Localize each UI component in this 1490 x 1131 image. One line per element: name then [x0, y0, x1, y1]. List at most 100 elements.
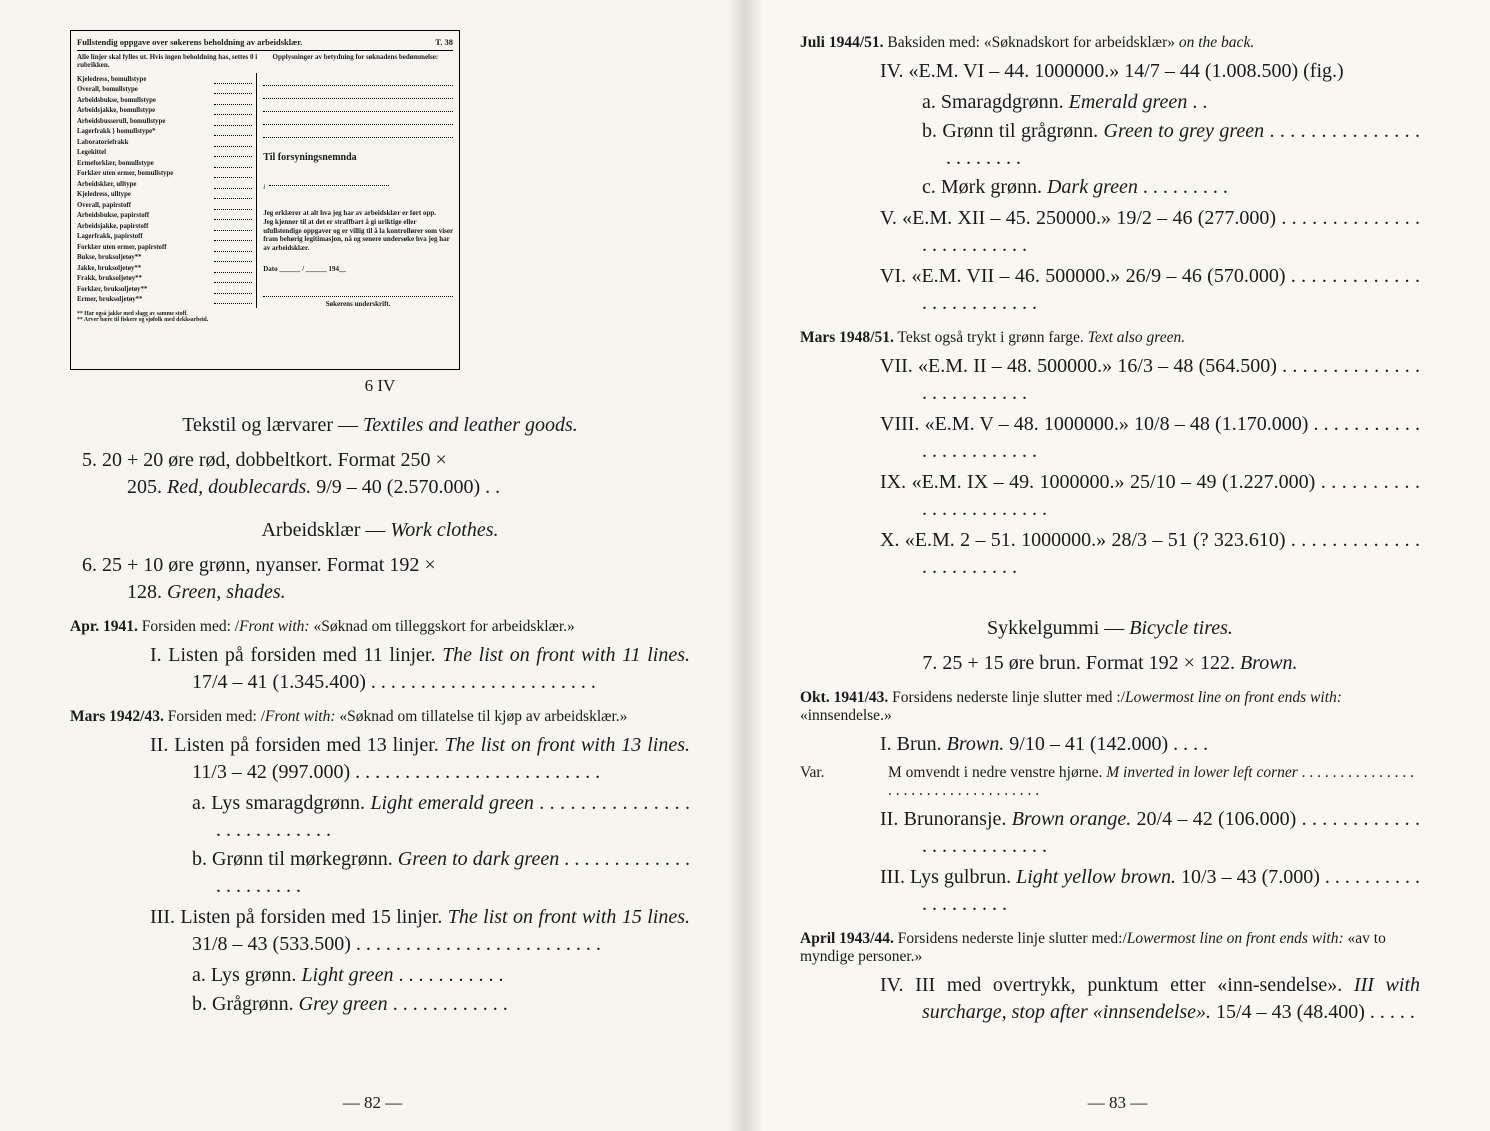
note-juli44: Juli 1944/51. Baksiden med: «Søknadskort… [800, 34, 1420, 52]
form-line: Laboratoriefrakk [77, 139, 252, 147]
form-line: Ermer, bruksoljetøy** [77, 296, 252, 304]
s4ba: b. Grønn til grågrønn. [922, 120, 1104, 142]
e5b-it: Red, doublecards. [167, 476, 311, 498]
n1it: Front with: [239, 618, 309, 635]
form-addr: Til forsyningsnemnda [263, 152, 453, 163]
note-april43: April 1943/44. Forsidens nederste linje … [800, 930, 1420, 966]
s4cit: Dark green [1047, 176, 1138, 198]
nDb: Forsidens nederste linje slutter med:/ [894, 930, 1127, 947]
e7: 7. 25 + 15 øre brun. Format 192 × 122. [922, 652, 1240, 674]
e5a: 5. 20 + 20 øre rød, dobbeltkort. Format … [82, 449, 447, 471]
sec2-txt: Arbeidsklær — [261, 519, 390, 541]
nCit: Lowermost line on front ends with: [1125, 689, 1342, 706]
form-date: Dato ______ / ______ 194__ [263, 265, 453, 273]
entry-6: 6. 25 + 10 øre grønn, nyanser. Format 19… [82, 552, 690, 606]
form-line: Arbeidsjakke, papirstoff [77, 223, 252, 231]
e6b-it: Green, shades. [167, 581, 286, 603]
form-line: Arbeidsbusserull, bomullstype [77, 118, 252, 126]
sub-IVc: c. Mørk grønn. Dark green . . . . . . . … [922, 174, 1420, 201]
nBit: Text also green. [1088, 329, 1185, 346]
sub-IIb: b. Grønn til mørkegrønn. Green to dark g… [192, 846, 690, 900]
roman-IV: IV. «E.M. VI – 44. 1000000.» 14/7 – 44 (… [880, 58, 1420, 85]
sec1-it: Textiles and leather goods. [363, 414, 578, 436]
n2a: Mars 1942/43. [70, 708, 164, 725]
rIIIa: III. Listen på forsiden med 15 linjer. [150, 906, 448, 928]
section-textiles: Tekstil og lærvarer — Textiles and leath… [70, 414, 690, 437]
nCa: Okt. 1941/43. [800, 689, 888, 706]
rI2b: 9/10 – 41 (142.000) . . . . [1004, 733, 1208, 755]
e5c: 9/9 – 40 (2.570.000) . . [311, 476, 500, 498]
rII2it: Brown orange. [1012, 808, 1132, 830]
right-page: Juli 1944/51. Baksiden med: «Søknadskort… [745, 0, 1490, 1131]
sec3-it: Bicycle tires. [1129, 617, 1233, 639]
roman-VII: VII. «E.M. II – 48. 500000.» 16/3 – 48 (… [880, 353, 1420, 407]
entry-5: 5. 20 + 20 øre rød, dobbeltkort. Format … [82, 447, 690, 501]
s4ca: c. Mørk grønn. [922, 176, 1047, 198]
rII2a: II. Brunoransje. [880, 808, 1012, 830]
note-apr41: Apr. 1941. Forsiden med: /Front with: «S… [70, 618, 690, 636]
form-line: Arbeidsklær, ulltype [77, 181, 252, 189]
e7it: Brown. [1240, 652, 1298, 674]
sub-IIIa: a. Lys grønn. Light green . . . . . . . … [192, 962, 690, 989]
form-line: Overall, papirstoff [77, 202, 252, 210]
n2c: «Søknad om tillatelse til kjøp av arbeid… [336, 708, 628, 725]
form-figure: Fullstendig oppgave over søkerens behold… [70, 30, 460, 370]
s3bit: Grey green [299, 993, 388, 1015]
form-line: Kjeledress, ulltype [77, 191, 252, 199]
s3aa: a. Lys grønn. [192, 964, 301, 986]
note-mars48: Mars 1948/51. Tekst også trykt i grønn f… [800, 329, 1420, 347]
s4cb: . . . . . . . . . [1138, 176, 1228, 198]
form-sign: Søkerens underskrift. [263, 300, 453, 308]
form-line: Legekittel [77, 149, 252, 157]
form-title: Fullstendig oppgave over søkerens behold… [77, 37, 302, 47]
rI2a: I. Brun. [880, 733, 947, 755]
nCc: «innsendelse.» [800, 707, 892, 724]
n1b: Forsiden med: / [138, 618, 239, 635]
form-left-col: Kjeledress, bomullstypeOverall, bomullst… [77, 73, 257, 308]
sub-IIIb: b. Grågrønn. Grey green . . . . . . . . … [192, 991, 690, 1018]
roman-I2: I. Brun. Brown. 9/10 – 41 (142.000) . . … [880, 731, 1420, 758]
page-num-82: — 82 — [0, 1093, 745, 1113]
form-sub-left: Alle linjer skal fylles ut. Hvis ingen b… [77, 53, 257, 69]
form-line: Forklær uten ermer, bomullstype [77, 170, 252, 178]
s3ab: . . . . . . . . . . . [393, 964, 503, 986]
roman-VI: VI. «E.M. VII – 46. 500000.» 26/9 – 46 (… [880, 263, 1420, 317]
n1c: «Søknad om tilleggskort for arbeidsklær.… [310, 618, 575, 635]
rIV2b: 15/4 – 43 (48.400) . . . . . [1211, 1001, 1415, 1023]
sec1-txt: Tekstil og lærvarer — [182, 414, 363, 436]
form-line: Forklær, bruksoljetøy** [77, 286, 252, 294]
form-foot: ** Har også jakke med slagg av samme sto… [77, 311, 453, 323]
note-okt41: Okt. 1941/43. Forsidens nederste linje s… [800, 689, 1420, 725]
e6a: 6. 25 + 10 øre grønn, nyanser. Format 19… [82, 554, 436, 576]
rIIit: The list on front with 13 lines. [445, 734, 690, 756]
s2aa: a. Lys smaragdgrønn. [192, 792, 370, 814]
e6b: 128. [127, 581, 167, 603]
rIV2a: IV. III med overtrykk, punktum etter «in… [880, 974, 1354, 996]
rIIIb: 31/8 – 43 (533.500) . . . . . . . . . . … [192, 933, 601, 955]
n1a: Apr. 1941. [70, 618, 138, 635]
s2ait: Light emerald green [370, 792, 533, 814]
nBa: Mars 1948/51. [800, 329, 894, 346]
rIII2it: Light yellow brown. [1016, 866, 1176, 888]
rIIa: II. Listen på forsiden med 13 linjer. [150, 734, 445, 756]
rI2it: Brown. [947, 733, 1005, 755]
nAit: on the back. [1179, 34, 1254, 51]
figure-caption: 6 IV [70, 376, 690, 396]
rIIIit: The list on front with 15 lines. [448, 906, 690, 928]
varb: M omvendt i nedre venstre hjørne. [888, 764, 1106, 781]
s2ba: b. Grønn til mørkegrønn. [192, 848, 398, 870]
sub-IIa: a. Lys smaragdgrønn. Light emerald green… [192, 790, 690, 844]
page-num-83: — 83 — [745, 1093, 1490, 1113]
form-line: Jakke, bruksoljetøy** [77, 265, 252, 273]
sub-IVb: b. Grønn til grågrønn. Green to grey gre… [922, 118, 1420, 172]
note-mars42: Mars 1942/43. Forsiden med: /Front with:… [70, 708, 690, 726]
form-i: i [263, 183, 265, 191]
s4aa: a. Smaragdgrønn. [922, 91, 1069, 113]
roman-III2: III. Lys gulbrun. Light yellow brown. 10… [880, 864, 1420, 918]
roman-IX: IX. «E.M. IX – 49. 1000000.» 25/10 – 49 … [880, 469, 1420, 523]
roman-X: X. «E.M. 2 – 51. 1000000.» 28/3 – 51 (? … [880, 527, 1420, 581]
var-line: Var.M omvendt i nedre venstre hjørne. M … [844, 764, 1420, 800]
form-line: Arbeidsjakke, bomullstype [77, 107, 252, 115]
nAb: Baksiden med: «Søknadskort for arbeidskl… [884, 34, 1179, 51]
form-line: Ermeforklær, bomullstype [77, 160, 252, 168]
